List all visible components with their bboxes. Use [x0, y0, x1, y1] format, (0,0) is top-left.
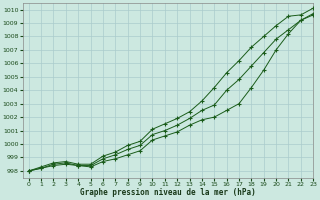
X-axis label: Graphe pression niveau de la mer (hPa): Graphe pression niveau de la mer (hPa) — [80, 188, 256, 197]
